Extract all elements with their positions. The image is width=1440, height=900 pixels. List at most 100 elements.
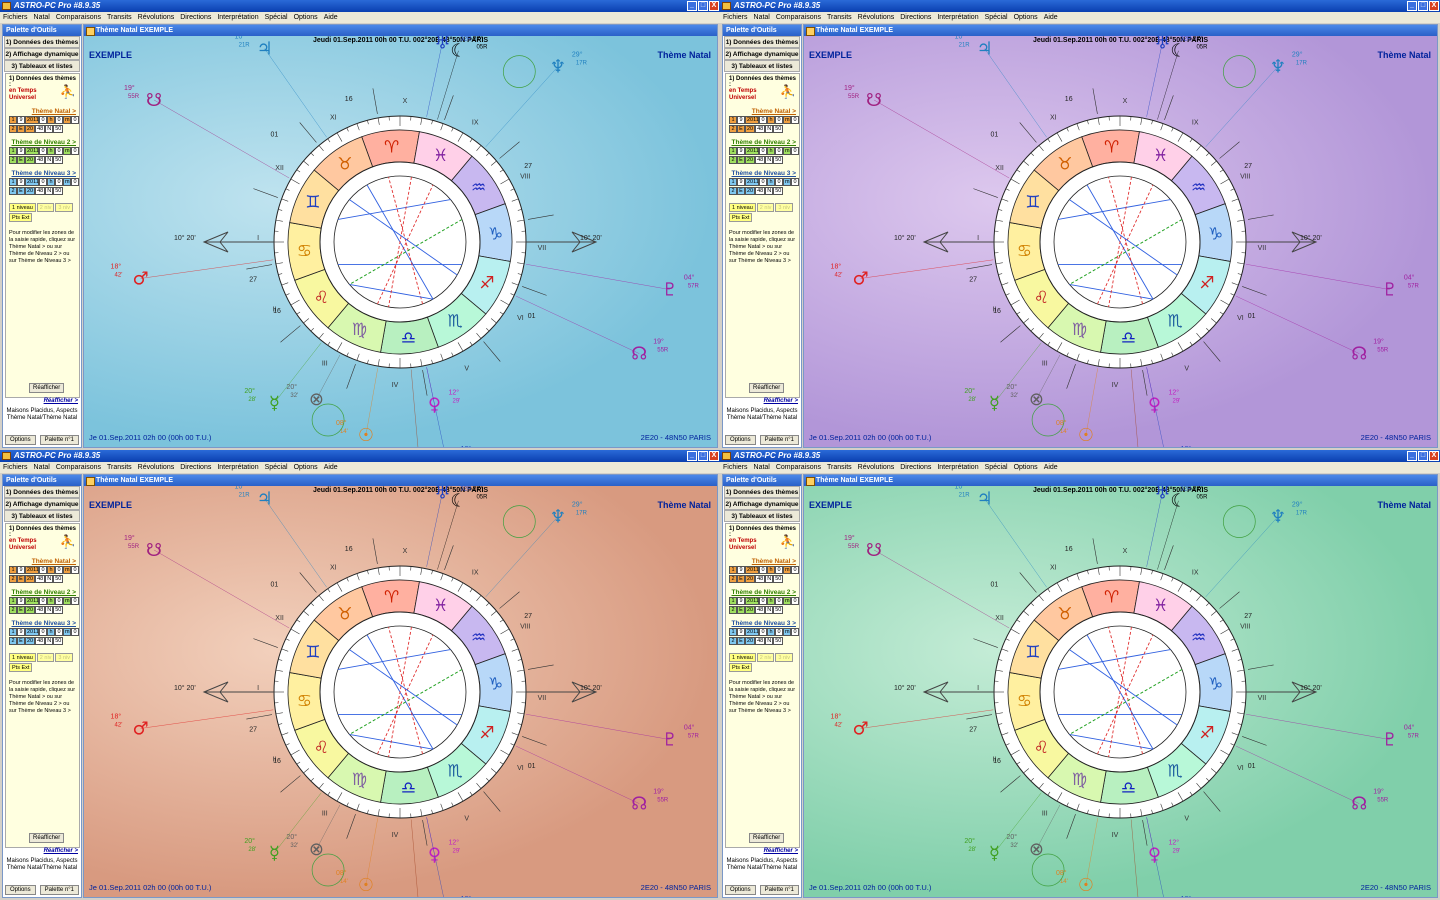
field-cell[interactable]: h <box>47 178 55 186</box>
field-cell[interactable]: 1 <box>729 116 737 124</box>
field-cell[interactable]: 1 <box>729 147 737 155</box>
field-cell[interactable]: 20 <box>745 606 756 614</box>
field-cell[interactable]: 2 <box>9 606 17 614</box>
field-cell[interactable]: 20 <box>25 606 36 614</box>
minimize-button[interactable]: _ <box>687 1 697 11</box>
three-level-button[interactable]: 3 niv <box>55 653 74 662</box>
field-cell[interactable]: h <box>47 116 55 124</box>
pts-ext-button[interactable]: Pts Ext <box>9 663 33 672</box>
field-cell[interactable]: 48 <box>755 156 766 164</box>
field-cell[interactable]: 2 <box>729 187 737 195</box>
tab-tableaux[interactable]: 3) Tableaux et listes <box>4 60 80 72</box>
field-cell[interactable]: 9 <box>17 116 25 124</box>
menu-item-natal[interactable]: Natal <box>33 14 50 21</box>
two-level-button[interactable]: 2 niv <box>756 203 775 212</box>
menu-item-directions[interactable]: Directions <box>900 464 932 471</box>
field-cell[interactable]: 0 <box>39 566 47 574</box>
menu-item-revolutions[interactable]: Révolutions <box>857 14 895 21</box>
menu-item-special[interactable]: Spécial <box>984 464 1008 471</box>
field-cell[interactable]: 0 <box>71 628 79 636</box>
field-cell[interactable]: 20 <box>745 187 756 195</box>
field-cell[interactable]: m <box>783 147 791 155</box>
field-cell[interactable]: 0 <box>759 566 767 574</box>
menu-item-transits[interactable]: Transits <box>107 464 132 471</box>
field-cell[interactable]: 2 <box>729 156 737 164</box>
field-cell[interactable]: 1 <box>9 566 17 574</box>
field-cell[interactable]: 0 <box>775 628 783 636</box>
options-button[interactable]: Options <box>4 435 36 445</box>
level-2-link[interactable]: Thème de Niveau 2 > <box>11 589 77 596</box>
menu-item-directions[interactable]: Directions <box>900 14 932 21</box>
palette-number-button[interactable]: Palette n°1 <box>759 885 800 895</box>
field-cell[interactable]: E <box>17 187 25 195</box>
field-cell[interactable]: 0 <box>791 147 799 155</box>
menu-item-revolutions[interactable]: Révolutions <box>137 464 175 471</box>
field-cell[interactable]: 0 <box>759 116 767 124</box>
field-cell[interactable]: 2011 <box>745 566 759 574</box>
field-cell[interactable]: m <box>783 566 791 574</box>
field-cell[interactable]: 0 <box>775 147 783 155</box>
reafficher-link[interactable]: Réafficher > <box>763 398 798 404</box>
field-cell[interactable]: 0 <box>71 116 79 124</box>
field-cell[interactable]: h <box>767 116 775 124</box>
field-cell[interactable]: 2011 <box>25 147 39 155</box>
field-cell[interactable]: 0 <box>39 597 47 605</box>
field-cell[interactable]: 48 <box>755 125 766 133</box>
menu-item-fichiers[interactable]: Fichiers <box>3 464 28 471</box>
field-cell[interactable]: 0 <box>791 566 799 574</box>
menu-item-fichiers[interactable]: Fichiers <box>3 14 28 21</box>
field-cell[interactable]: 20 <box>745 575 756 583</box>
field-cell[interactable]: 0 <box>55 178 63 186</box>
field-cell[interactable]: 48 <box>755 637 766 645</box>
field-cell[interactable]: 2 <box>9 637 17 645</box>
palette-number-button[interactable]: Palette n°1 <box>759 435 800 445</box>
tab-tableaux[interactable]: 3) Tableaux et listes <box>724 510 800 522</box>
field-cell[interactable]: 1 <box>729 597 737 605</box>
field-cell[interactable]: 0 <box>791 178 799 186</box>
level-3-link[interactable]: Thème de Niveau 3 > <box>731 620 797 627</box>
field-cell[interactable]: 9 <box>737 178 745 186</box>
menu-item-aide[interactable]: Aide <box>323 464 338 471</box>
field-cell[interactable]: 2011 <box>745 116 759 124</box>
menu-item-special[interactable]: Spécial <box>264 464 288 471</box>
field-cell[interactable]: N <box>45 156 54 164</box>
field-cell[interactable]: h <box>767 628 775 636</box>
field-cell[interactable]: 0 <box>791 597 799 605</box>
field-cell[interactable]: 2011 <box>25 566 39 574</box>
field-cell[interactable]: 2 <box>729 606 737 614</box>
field-cell[interactable]: 0 <box>775 178 783 186</box>
one-level-button[interactable]: 1 niveau <box>729 203 756 212</box>
field-cell[interactable]: h <box>47 628 55 636</box>
tab-donnees[interactable]: 1) Données des thèmes <box>4 486 80 498</box>
field-cell[interactable]: 2 <box>9 125 17 133</box>
menu-item-aide[interactable]: Aide <box>1043 14 1058 21</box>
level-3-link[interactable]: Thème de Niveau 3 > <box>11 620 77 627</box>
field-cell[interactable]: 0 <box>791 628 799 636</box>
field-cell[interactable]: 9 <box>737 116 745 124</box>
field-cell[interactable]: m <box>63 147 71 155</box>
field-cell[interactable]: 0 <box>39 178 47 186</box>
field-cell[interactable]: 50 <box>53 187 64 195</box>
reafficher-button[interactable]: Réafficher <box>749 833 785 843</box>
field-cell[interactable]: 9 <box>17 147 25 155</box>
field-cell[interactable]: 1 <box>9 178 17 186</box>
close-button[interactable]: X <box>709 1 719 11</box>
field-cell[interactable]: m <box>63 178 71 186</box>
field-cell[interactable]: 0 <box>759 597 767 605</box>
reafficher-link[interactable]: Réafficher > <box>763 848 798 854</box>
field-cell[interactable]: 0 <box>775 566 783 574</box>
field-cell[interactable]: 9 <box>737 628 745 636</box>
one-level-button[interactable]: 1 niveau <box>9 203 36 212</box>
options-button[interactable]: Options <box>724 435 756 445</box>
field-cell[interactable]: 9 <box>17 566 25 574</box>
menu-item-fichiers[interactable]: Fichiers <box>723 464 748 471</box>
field-cell[interactable]: 50 <box>53 125 64 133</box>
field-cell[interactable]: N <box>765 156 774 164</box>
field-cell[interactable]: 2 <box>729 637 737 645</box>
options-button[interactable]: Options <box>724 885 756 895</box>
reafficher-button[interactable]: Réafficher <box>29 383 65 393</box>
field-cell[interactable]: 2011 <box>745 178 759 186</box>
field-cell[interactable]: h <box>767 566 775 574</box>
level-1-link[interactable]: Thème Natal > <box>31 558 76 565</box>
field-cell[interactable]: 0 <box>55 116 63 124</box>
